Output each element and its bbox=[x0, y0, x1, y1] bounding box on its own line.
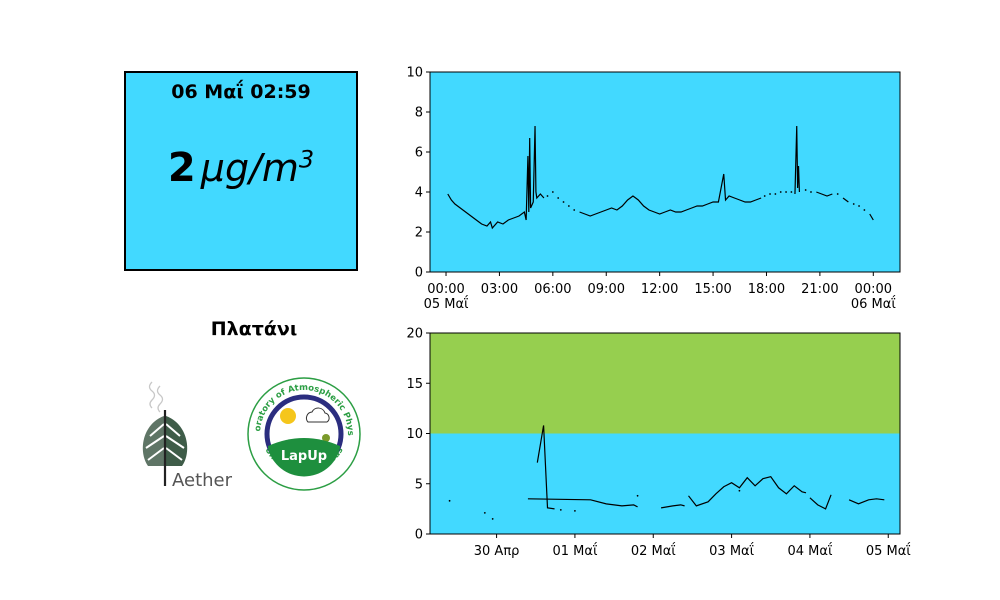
y-tick-label: 0 bbox=[415, 266, 423, 281]
x-tick-label: 18:00 bbox=[748, 282, 785, 297]
data-point bbox=[863, 209, 866, 211]
x-tick-label: 30 Απρ bbox=[474, 544, 520, 559]
x-tick-label: 02 Μαΐ bbox=[631, 543, 676, 559]
current-reading: 2 μg/m3 bbox=[126, 145, 356, 191]
x-tick-label: 15:00 bbox=[694, 282, 731, 297]
y-tick-label: 10 bbox=[406, 427, 423, 442]
chart-band bbox=[430, 433, 900, 534]
x-tick-label: 00:00 bbox=[855, 282, 892, 297]
series-line bbox=[842, 197, 849, 203]
series-line bbox=[527, 498, 638, 508]
data-point bbox=[567, 205, 570, 207]
unit-exponent: 3 bbox=[298, 145, 315, 174]
y-tick-label: 6 bbox=[415, 146, 423, 161]
data-point bbox=[810, 191, 812, 193]
data-point bbox=[562, 201, 565, 203]
data-point bbox=[790, 191, 793, 193]
x-tick-label: 01 Μαΐ bbox=[552, 543, 597, 559]
data-point bbox=[559, 508, 562, 511]
data-point bbox=[836, 193, 839, 195]
lapup-center-text: LapUp bbox=[281, 449, 327, 464]
series-line bbox=[660, 504, 685, 509]
data-point bbox=[551, 191, 554, 193]
y-tick-label: 5 bbox=[415, 477, 423, 492]
data-point bbox=[774, 193, 777, 195]
series-line bbox=[809, 494, 832, 510]
data-point bbox=[636, 494, 639, 497]
cloud-icon bbox=[305, 407, 330, 423]
series-line bbox=[536, 425, 555, 510]
tree-icon bbox=[322, 434, 330, 442]
data-point bbox=[573, 209, 576, 211]
data-point bbox=[852, 203, 855, 205]
x-tick-label: 04 Μαΐ bbox=[787, 543, 832, 559]
station-name: Πλατάνι bbox=[210, 318, 298, 340]
unit-label: μg/m3 bbox=[200, 145, 315, 190]
y-tick-label: 8 bbox=[415, 106, 423, 121]
plot-frame bbox=[429, 71, 901, 273]
current-value: 2 bbox=[167, 145, 196, 191]
data-point bbox=[546, 195, 549, 197]
y-tick-label: 0 bbox=[415, 528, 423, 543]
x-tick-sublabel: 06 Μαΐ bbox=[851, 296, 896, 312]
chart-band bbox=[430, 333, 900, 434]
aether-logo: Aether bbox=[142, 381, 233, 491]
x-tick-sublabel: 05 Μαΐ bbox=[424, 296, 469, 312]
data-point bbox=[779, 191, 782, 193]
x-tick-label: 09:00 bbox=[588, 282, 625, 297]
x-tick-label: 03:00 bbox=[481, 282, 518, 297]
series-line bbox=[794, 125, 801, 195]
x-tick-label: 12:00 bbox=[641, 282, 678, 297]
sun-icon bbox=[280, 408, 296, 424]
y-tick-label: 20 bbox=[406, 327, 423, 342]
data-point bbox=[804, 189, 807, 191]
series-line bbox=[816, 191, 833, 197]
data-point bbox=[557, 197, 560, 199]
x-tick-label: 21:00 bbox=[801, 282, 838, 297]
data-point bbox=[763, 195, 766, 197]
unit-base: μg/m bbox=[200, 146, 299, 190]
x-tick-label: 03 Μαΐ bbox=[709, 543, 754, 559]
series-line bbox=[579, 173, 762, 217]
series-line bbox=[869, 213, 874, 221]
y-tick-label: 10 bbox=[406, 66, 423, 81]
steam-icon bbox=[156, 385, 164, 413]
current-timestamp: 06 Μαΐ 02:59 bbox=[171, 81, 311, 103]
x-tick-label: 06:00 bbox=[534, 282, 571, 297]
data-point bbox=[491, 518, 494, 520]
y-tick-label: 2 bbox=[415, 226, 423, 241]
series-line bbox=[848, 498, 885, 505]
aether-logo-text: Aether bbox=[172, 470, 233, 491]
data-point bbox=[769, 193, 771, 195]
data-point bbox=[858, 205, 860, 207]
lapup-logo: Laboratory of Atmospheric Physics Univer… bbox=[246, 376, 361, 491]
x-tick-label: 05 Μαΐ bbox=[866, 543, 911, 559]
data-point bbox=[483, 511, 486, 514]
x-tick-label: 00:00 bbox=[427, 282, 464, 297]
data-point bbox=[785, 191, 787, 193]
y-tick-label: 4 bbox=[415, 186, 423, 201]
data-point bbox=[448, 499, 451, 502]
series-line bbox=[447, 125, 545, 230]
steam-icon bbox=[148, 381, 156, 409]
data-point bbox=[574, 509, 576, 512]
y-tick-label: 15 bbox=[406, 377, 423, 392]
plot-area bbox=[430, 72, 900, 272]
series-line bbox=[688, 476, 807, 507]
data-point bbox=[738, 489, 741, 492]
current-value-panel: 06 Μαΐ 02:59 2 μg/m3 bbox=[124, 71, 358, 271]
